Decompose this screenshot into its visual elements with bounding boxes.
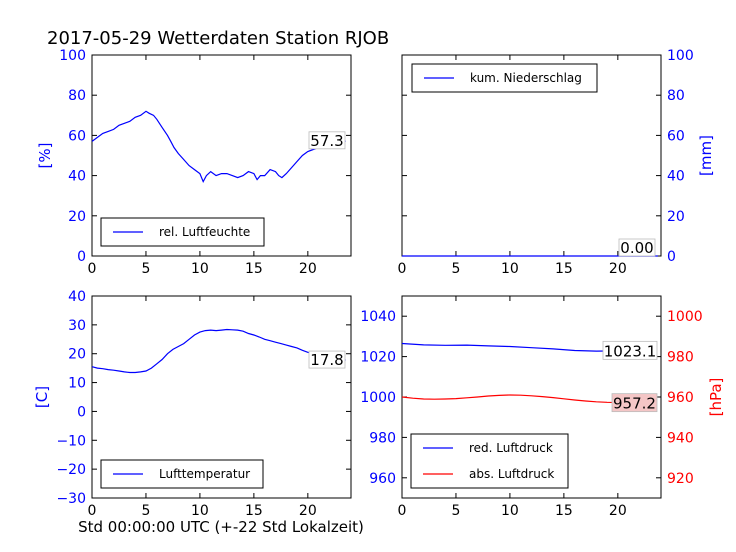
pressure-ytick-right-label: 980 [667, 350, 694, 366]
precipitation-ytick-label: 40 [667, 169, 685, 185]
pressure-legend-box [410, 433, 569, 489]
pressure-ylabel: [hPa] [707, 378, 725, 417]
pressure-last-value: 957.2 [613, 395, 656, 413]
pressure-xtick-label: 20 [609, 503, 627, 519]
pressure-ytick-label: 980 [369, 430, 396, 446]
humidity-xtick-label: 10 [191, 261, 209, 277]
humidity-ytick-label: 20 [68, 209, 86, 225]
humidity-legend-label: rel. Luftfeuchte [159, 225, 250, 239]
humidity-ytick-label: 0 [77, 249, 86, 265]
pressure-ytick-label: 1000 [360, 390, 396, 406]
pressure-ytick-right-label: 920 [667, 471, 694, 487]
precipitation-ylabel: [mm] [697, 135, 715, 176]
humidity-series-line [91, 110, 346, 184]
figure-title: 2017-05-29 Wetterdaten Station RJOB [47, 28, 389, 49]
pressure-value-box [602, 340, 658, 360]
pressure-value-box [611, 393, 658, 413]
temperature-xtick-label: 10 [191, 503, 209, 519]
humidity-xtick-label: 20 [299, 261, 317, 277]
temperature-ylabel: [C] [33, 386, 51, 408]
temperature-last-value: 17.8 [310, 351, 343, 369]
precipitation-xtick-label: 15 [555, 261, 573, 277]
temperature-xtick-label: 5 [141, 503, 150, 519]
temperature-value-box [308, 350, 346, 369]
precipitation-xtick-label: 0 [398, 261, 407, 277]
pressure-xtick-label: 10 [501, 503, 519, 519]
humidity-value-box [308, 131, 346, 150]
pressure-ytick-right-label: 940 [667, 430, 694, 446]
precipitation-ytick-label: 60 [667, 128, 685, 144]
temperature-xtick-label: 15 [245, 503, 263, 519]
humidity-last-value: 57.3 [310, 132, 343, 150]
humidity-ylabel: [%] [36, 143, 54, 169]
precipitation-ytick-label: 20 [667, 209, 685, 225]
pressure-last-value: 1023.1 [604, 342, 657, 360]
temperature-legend-label: Lufttemperatur [159, 467, 250, 481]
pressure-xtick-label: 0 [398, 503, 407, 519]
humidity-legend-box [100, 217, 265, 247]
humidity-ytick-label: 100 [59, 48, 86, 64]
temperature-series-line [91, 328, 346, 374]
precipitation-legend-label: kum. Niederschlag [470, 71, 582, 85]
precipitation-last-value: 0.00 [620, 239, 653, 257]
pressure-ytick-right-label: 1000 [667, 309, 703, 325]
pressure-legend-label: abs. Luftdruck [469, 467, 554, 481]
temperature-ytick-label: 40 [68, 289, 86, 305]
temperature-ytick-label: −10 [56, 433, 86, 449]
pressure-ytick-label: 1020 [360, 350, 396, 366]
temperature-xtick-label: 0 [88, 503, 97, 519]
precipitation-ytick-label: 80 [667, 88, 685, 104]
precipitation-ytick-label: 0 [667, 249, 676, 265]
humidity-ytick-label: 80 [68, 88, 86, 104]
precipitation-xtick-label: 5 [451, 261, 460, 277]
precipitation-ytick-label: 100 [667, 48, 694, 64]
precipitation-xtick-label: 20 [609, 261, 627, 277]
humidity-xtick-label: 15 [245, 261, 263, 277]
precipitation-xtick-label: 10 [501, 261, 519, 277]
pressure-xtick-label: 5 [451, 503, 460, 519]
pressure-xtick-label: 15 [555, 503, 573, 519]
temperature-xtick-label: 20 [299, 503, 317, 519]
temperature-ytick-label: 10 [68, 376, 86, 392]
temperature-ytick-label: 0 [77, 404, 86, 420]
pressure-ytick-right-label: 960 [667, 390, 694, 406]
temperature-ytick-label: 30 [68, 318, 86, 334]
humidity-ytick-label: 60 [68, 128, 86, 144]
pressure-legend-label: red. Luftdruck [469, 441, 553, 455]
temperature-ytick-label: −20 [56, 462, 86, 478]
humidity-ytick-label: 40 [68, 169, 86, 185]
humidity-xtick-label: 0 [88, 261, 97, 277]
temperature-ytick-label: 20 [68, 347, 86, 363]
pressure-ytick-label: 1040 [360, 309, 396, 325]
x-axis-label: Std 00:00:00 UTC (+-22 Std Lokalzeit) [78, 518, 364, 536]
precipitation-value-box [618, 238, 656, 257]
pressure-ytick-label: 960 [369, 471, 396, 487]
humidity-xtick-label: 5 [141, 261, 150, 277]
temperature-ytick-label: −30 [56, 491, 86, 507]
